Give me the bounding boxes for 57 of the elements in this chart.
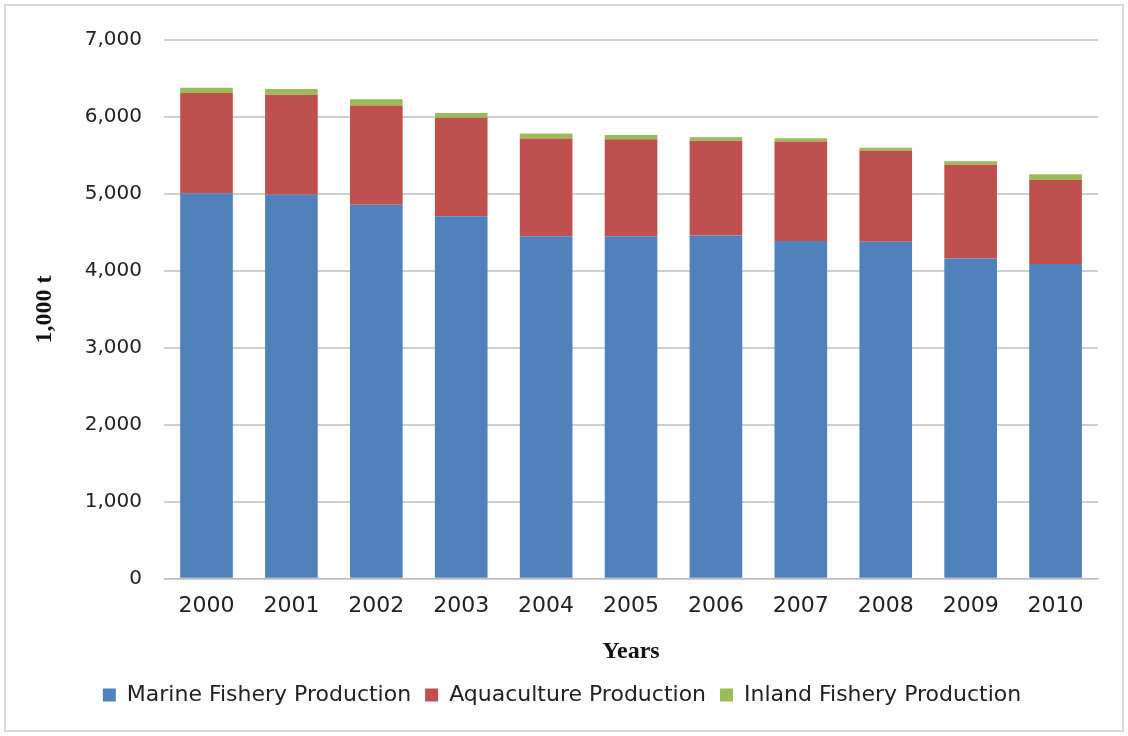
bar [774, 138, 828, 142]
bar [180, 87, 233, 94]
bar [689, 140, 743, 236]
bar [604, 139, 658, 237]
legend-label: Inland Fishery Production [744, 680, 1022, 706]
bar [944, 164, 997, 259]
x-tick-label: 2010 [1027, 591, 1084, 617]
bar [180, 93, 233, 194]
bar [180, 193, 233, 578]
legend-label: Aquaculture Production [449, 680, 707, 706]
y-tick-label: 6,000 [84, 103, 143, 128]
bar [1029, 174, 1082, 181]
bar [265, 88, 318, 95]
y-tick-label: 4,000 [84, 257, 143, 282]
x-tick-label: 2006 [687, 591, 744, 617]
bar [434, 117, 488, 217]
y-tick-label: 1,000 [84, 488, 143, 513]
x-tick-label: 2009 [942, 591, 999, 617]
y-tick-label: 0 [129, 565, 143, 589]
bar [1029, 263, 1082, 578]
bar [944, 258, 997, 578]
bar [689, 235, 743, 578]
bar [350, 105, 403, 205]
bar [519, 236, 573, 578]
bar [350, 204, 403, 578]
y-axis-title: 1,000 t [29, 275, 56, 344]
y-tick-label: 5,000 [84, 180, 143, 205]
bar [774, 141, 828, 241]
bar [265, 94, 318, 195]
y-tick-label: 2,000 [84, 411, 143, 436]
bar [265, 194, 318, 578]
bar [859, 241, 913, 578]
y-tick-label: 7,000 [84, 26, 143, 51]
bar [350, 99, 403, 106]
bar [434, 216, 488, 578]
bar [689, 137, 743, 141]
x-tick-label: 2008 [857, 591, 914, 617]
x-tick-label: 2003 [433, 591, 490, 617]
x-tick-label: 2000 [178, 591, 235, 617]
y-tick-label: 3,000 [84, 334, 143, 359]
legend-label: Marine Fishery Production [126, 680, 412, 706]
x-axis-title: Years [602, 636, 660, 663]
bar [859, 150, 913, 242]
x-tick-label: 2005 [603, 591, 660, 617]
bar [1029, 180, 1082, 264]
bar [434, 113, 488, 118]
bar [604, 135, 658, 140]
bar [519, 138, 573, 237]
bar [604, 236, 658, 578]
x-tick-label: 2001 [263, 591, 320, 617]
bar [519, 133, 573, 139]
bar [859, 147, 913, 151]
x-tick-label: 2007 [772, 591, 829, 617]
bar [774, 240, 828, 578]
x-tick-label: 2004 [518, 591, 575, 617]
bar [944, 161, 997, 165]
x-tick-label: 2002 [348, 591, 405, 617]
